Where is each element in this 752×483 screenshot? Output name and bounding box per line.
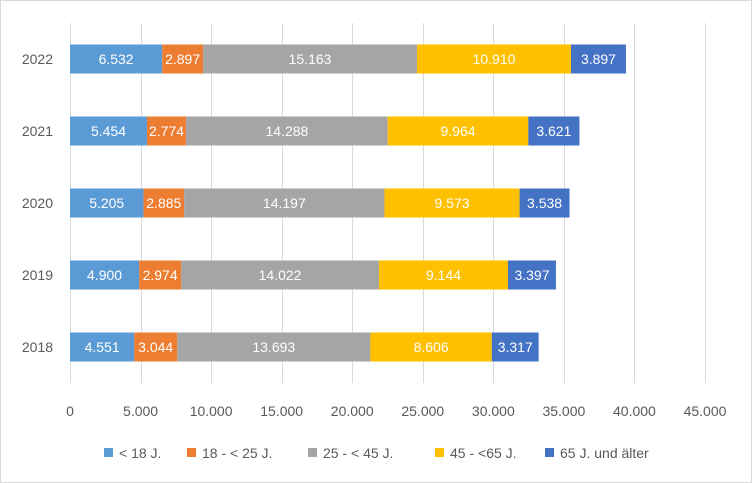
bar-segment-2021-s1 xyxy=(146,116,187,146)
data-label: 14.197 xyxy=(263,195,306,211)
x-tick-label: 30.000 xyxy=(472,403,515,419)
category-label: 2022 xyxy=(22,51,53,67)
data-label: 3.317 xyxy=(498,339,533,355)
legend: < 18 J. 18 - < 25 J. 25 - < 45 J. 45 - <65 … xyxy=(104,445,649,461)
data-label: 5.205 xyxy=(89,195,124,211)
legend-swatch xyxy=(187,448,196,457)
data-label: 9.964 xyxy=(441,123,476,139)
data-label: 14.022 xyxy=(259,267,302,283)
bar-segment-2021-s0 xyxy=(70,116,147,146)
category-label: 2020 xyxy=(22,195,53,211)
x-tick-label: 35.000 xyxy=(542,403,585,419)
data-labels: 6.532 2.897 15.163 10.910 3.897 5.454 2.774 14.… xyxy=(85,51,617,355)
bars xyxy=(70,44,626,362)
legend-label: 25 - < 45 J. xyxy=(323,445,393,461)
data-label: 13.693 xyxy=(252,339,295,355)
data-label: 6.532 xyxy=(99,51,134,67)
legend-swatch xyxy=(308,448,317,457)
bar-segment-2018-s0 xyxy=(70,332,135,362)
y-axis-labels: 2022 2021 2020 2019 2018 xyxy=(22,51,53,355)
bar-segment-2019-s1 xyxy=(139,260,182,290)
bar-segment-2020-s2 xyxy=(184,188,385,218)
bar-segment-2021-s4 xyxy=(528,116,580,146)
data-label: 15.163 xyxy=(289,51,332,67)
x-tick-label: 15.000 xyxy=(260,403,303,419)
legend-swatch xyxy=(435,448,444,457)
legend-swatch xyxy=(545,448,554,457)
bar-segment-2022-s2 xyxy=(203,44,418,74)
bar-segment-2018-s4 xyxy=(491,332,539,362)
data-label: 5.454 xyxy=(91,123,126,139)
category-label: 2019 xyxy=(22,267,53,283)
category-label: 2021 xyxy=(22,123,53,139)
legend-label: 65 J. und älter xyxy=(560,445,649,461)
legend-label: < 18 J. xyxy=(119,445,161,461)
x-tick-label: 25.000 xyxy=(401,403,444,419)
data-label: 3.897 xyxy=(581,51,616,67)
x-axis-labels: 0 5.000 10.000 15.000 20.000 25.000 30.000 35.0… xyxy=(66,403,727,419)
bar-segment-2021-s2 xyxy=(186,116,388,146)
bar-segment-2019-s3 xyxy=(378,260,509,290)
data-label: 2.897 xyxy=(165,51,200,67)
data-label: 14.288 xyxy=(266,123,309,139)
data-label: 3.538 xyxy=(527,195,562,211)
x-tick-label: 10.000 xyxy=(190,403,233,419)
bar-segment-2018-s2 xyxy=(177,332,371,362)
x-tick-label: 5.000 xyxy=(123,403,158,419)
data-label: 2.974 xyxy=(143,267,178,283)
data-label: 10.910 xyxy=(473,51,516,67)
x-tick-label: 40.000 xyxy=(613,403,656,419)
bar-segment-2022-s1 xyxy=(162,44,204,74)
bar-segment-2021-s3 xyxy=(387,116,529,146)
data-label: 3.044 xyxy=(138,339,173,355)
category-label: 2018 xyxy=(22,339,53,355)
bar-segment-2018-s1 xyxy=(134,332,178,362)
data-label: 2.885 xyxy=(146,195,181,211)
legend-swatch xyxy=(104,448,113,457)
bar-segment-2019-s4 xyxy=(508,260,556,290)
x-tick-label: 45.000 xyxy=(684,403,727,419)
legend-label: 18 - < 25 J. xyxy=(202,445,272,461)
bar-segment-2022-s0 xyxy=(70,44,163,74)
x-tick-label: 20.000 xyxy=(331,403,374,419)
data-label: 3.397 xyxy=(514,267,549,283)
legend-label: 45 - <65 J. xyxy=(450,445,517,461)
data-label: 9.144 xyxy=(426,267,461,283)
bar-segment-2022-s3 xyxy=(417,44,571,74)
data-label: 4.900 xyxy=(87,267,122,283)
bar-segment-2018-s3 xyxy=(370,332,492,362)
data-label: 9.573 xyxy=(435,195,470,211)
x-tick-label: 0 xyxy=(66,403,74,419)
bar-segment-2020-s0 xyxy=(70,188,144,218)
data-label: 8.606 xyxy=(414,339,449,355)
bar-segment-2020-s1 xyxy=(143,188,185,218)
data-label: 3.621 xyxy=(536,123,571,139)
bar-segment-2019-s0 xyxy=(70,260,140,290)
bar-segment-2020-s3 xyxy=(384,188,520,218)
bar-segment-2022-s4 xyxy=(570,44,626,74)
data-label: 2.774 xyxy=(149,123,184,139)
data-label: 4.551 xyxy=(85,339,120,355)
bar-segment-2020-s4 xyxy=(519,188,570,218)
bar-segment-2019-s2 xyxy=(181,260,379,290)
